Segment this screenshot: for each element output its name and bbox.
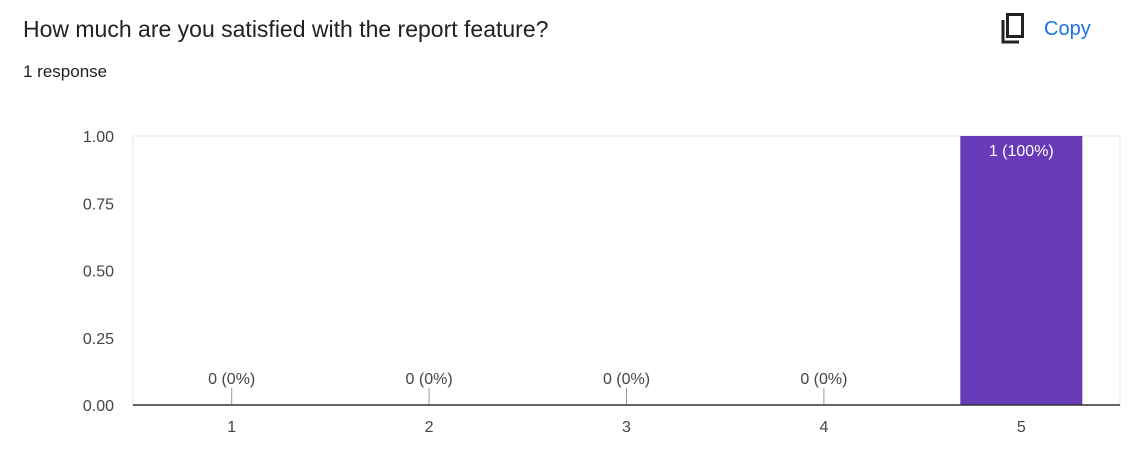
x-tick-label: 4 [819, 419, 828, 436]
x-axis: 1 2 3 4 5 [133, 388, 1120, 436]
x-tick-label: 3 [622, 419, 631, 436]
x-tick-label: 2 [425, 419, 434, 436]
data-label: 0 (0%) [800, 371, 847, 388]
data-label: 0 (0%) [208, 371, 255, 388]
x-tick-label: 1 [227, 419, 236, 436]
y-tick-label: 1.00 [83, 129, 114, 146]
y-tick-label: 0.00 [83, 398, 114, 415]
y-tick-label: 0.25 [83, 331, 114, 348]
copy-label: Copy [1044, 17, 1091, 40]
data-label: 0 (0%) [406, 371, 453, 388]
x-tick-label: 5 [1017, 419, 1026, 436]
bar[interactable] [960, 136, 1083, 405]
data-label: 0 (0%) [603, 371, 650, 388]
y-tick-label: 0.75 [83, 196, 114, 213]
response-count: 1 response [23, 62, 108, 81]
data-label: 1 (100%) [989, 143, 1054, 160]
question-title: How much are you satisfied with the repo… [23, 16, 549, 42]
bars [960, 136, 1083, 405]
data-labels: 0 (0%) 0 (0%) 0 (0%) 0 (0%) 1 (100%) [208, 143, 1054, 388]
y-tick-label: 0.50 [83, 264, 114, 281]
copy-button[interactable]: Copy [996, 10, 1091, 48]
copy-icon [1001, 13, 1024, 44]
y-axis: 0.00 0.25 0.50 0.75 1.00 [83, 129, 114, 415]
